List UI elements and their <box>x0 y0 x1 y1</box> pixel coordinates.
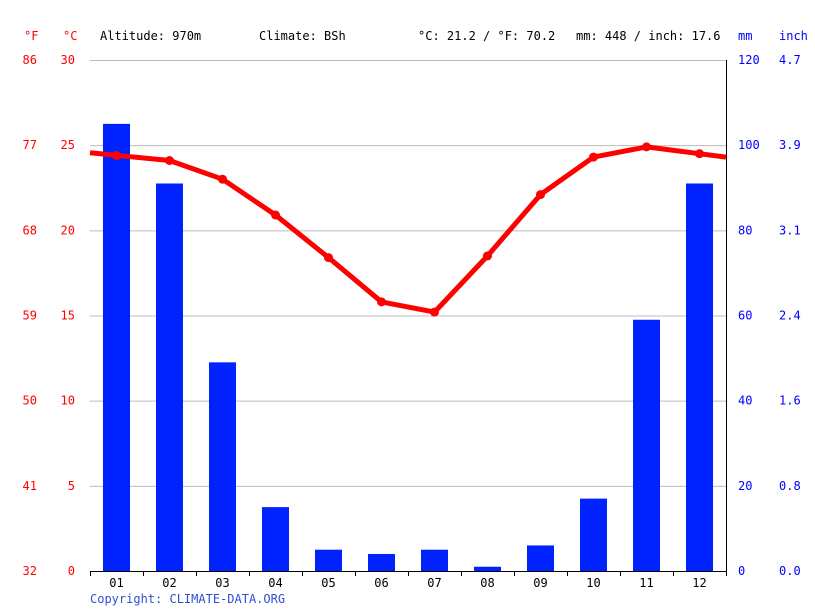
month-label: 02 <box>162 576 176 590</box>
fahrenheit-tick-label: 77 <box>23 138 37 152</box>
temperature-point <box>695 149 704 159</box>
month-label: 01 <box>109 576 123 590</box>
inch-tick-label: 3.1 <box>779 223 801 237</box>
copyright-label: Copyright: CLIMATE-DATA.ORG <box>90 592 285 606</box>
average-temperature-label: °C: 21.2 / °F: 70.2 <box>418 29 555 43</box>
precipitation-bar <box>156 183 183 571</box>
fahrenheit-unit-label: °F <box>24 29 38 43</box>
inch-tick-label: 4.7 <box>779 53 801 67</box>
fahrenheit-tick-label: 41 <box>23 479 37 493</box>
month-label: 04 <box>268 576 282 590</box>
inch-tick-label: 3.9 <box>779 138 801 152</box>
month-label: 06 <box>374 576 388 590</box>
precipitation-bar <box>315 549 342 571</box>
month-label: 11 <box>639 576 653 590</box>
precipitation-bar <box>527 545 554 571</box>
precipitation-bars <box>103 123 713 571</box>
month-label: 12 <box>692 576 706 590</box>
fahrenheit-tick-label: 32 <box>23 564 37 578</box>
fahrenheit-tick-label: 59 <box>23 309 37 323</box>
climate-label: Climate: BSh <box>259 29 346 43</box>
mm-tick-label: 0 <box>738 564 745 578</box>
altitude-label: Altitude: 970m <box>100 29 201 43</box>
mm-unit-label: mm <box>738 29 752 43</box>
temperature-point <box>112 150 121 160</box>
temperature-point <box>165 155 174 165</box>
mm-tick-label: 20 <box>738 479 752 493</box>
month-label: 05 <box>321 576 335 590</box>
precipitation-bar <box>103 123 130 571</box>
celsius-tick-label: 0 <box>68 564 75 578</box>
precipitation-bar <box>580 498 607 571</box>
fahrenheit-tick-label: 50 <box>23 394 37 408</box>
mm-tick-label: 40 <box>738 394 752 408</box>
temperature-point <box>536 190 545 200</box>
temperature-point <box>218 174 227 184</box>
inch-tick-label: 2.4 <box>779 309 801 323</box>
inch-tick-label: 0.8 <box>779 479 801 493</box>
celsius-tick-label: 5 <box>68 479 75 493</box>
grid-lines <box>90 60 726 487</box>
temperature-point <box>377 297 386 307</box>
precipitation-bar <box>368 553 395 571</box>
month-label: 08 <box>480 576 494 590</box>
annual-precipitation-label: mm: 448 / inch: 17.6 <box>576 29 721 43</box>
precipitation-bar <box>262 507 289 571</box>
celsius-tick-label: 25 <box>61 138 75 152</box>
axis-tick-labels: 32 0 0 0.0 41 5 20 0.8 50 10 40 1.6 59 15 60 2.4 68 20 80 3… <box>23 53 801 590</box>
month-label: 07 <box>427 576 441 590</box>
temperature-point <box>589 152 598 162</box>
precipitation-bar <box>686 183 713 571</box>
temperature-point <box>430 307 439 317</box>
temperature-polyline <box>89 144 727 315</box>
celsius-tick-label: 10 <box>61 394 75 408</box>
temperature-point <box>271 210 280 220</box>
inch-tick-label: 0.0 <box>779 564 801 578</box>
precipitation-bar <box>633 319 660 571</box>
celsius-tick-label: 20 <box>61 223 75 237</box>
month-label: 09 <box>533 576 547 590</box>
mm-tick-label: 60 <box>738 309 752 323</box>
celsius-unit-label: °C <box>63 29 77 43</box>
inch-unit-label: inch <box>779 29 808 43</box>
temperature-line <box>89 142 727 317</box>
month-label: 03 <box>215 576 229 590</box>
mm-tick-label: 120 <box>738 53 760 67</box>
temperature-point <box>324 253 333 263</box>
precipitation-bar <box>474 566 501 571</box>
mm-tick-label: 80 <box>738 223 752 237</box>
temperature-point <box>642 142 651 152</box>
month-label: 10 <box>586 576 600 590</box>
precipitation-bar <box>421 549 448 571</box>
celsius-tick-label: 15 <box>61 309 75 323</box>
celsius-tick-label: 30 <box>61 53 75 67</box>
mm-tick-label: 100 <box>738 138 760 152</box>
inch-tick-label: 1.6 <box>779 394 801 408</box>
temperature-point <box>483 251 492 261</box>
fahrenheit-tick-label: 68 <box>23 223 37 237</box>
fahrenheit-tick-label: 86 <box>23 53 37 67</box>
precipitation-bar <box>209 362 236 571</box>
